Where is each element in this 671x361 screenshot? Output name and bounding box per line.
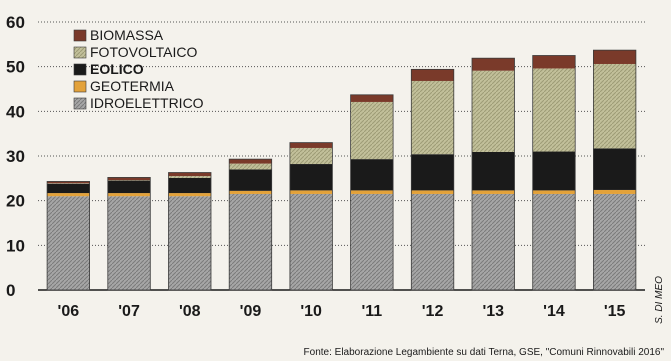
bar-outline bbox=[107, 177, 151, 291]
bar-segment-idroelettrico bbox=[289, 193, 333, 290]
y-tick-label: 50 bbox=[6, 58, 25, 77]
bar-segment-idroelettrico bbox=[229, 193, 272, 290]
legend-label: GEOTERMIA bbox=[90, 78, 175, 94]
bar-segment-eolico bbox=[411, 154, 454, 191]
bar-segment-eolico bbox=[593, 148, 636, 190]
bar-segment-eolico bbox=[289, 164, 333, 191]
bar-segment-biomassa bbox=[472, 58, 515, 71]
bar-segment-biomassa bbox=[168, 172, 211, 177]
bar-segment-fotovoltaico bbox=[168, 176, 211, 178]
bar-segment-geotermia bbox=[472, 190, 515, 194]
bar-segment-eolico bbox=[168, 177, 211, 194]
legend-label: IDROELETTRICO bbox=[90, 95, 204, 111]
bar-segment-eolico bbox=[472, 151, 515, 191]
x-tick-label: '08 bbox=[179, 303, 201, 320]
bar-outline bbox=[593, 49, 637, 291]
bar-segment-geotermia bbox=[289, 190, 333, 194]
bar-segment-idroelettrico bbox=[107, 196, 151, 290]
legend-swatch-fotovoltaico bbox=[73, 46, 87, 59]
legend-swatch-biomassa bbox=[73, 29, 87, 42]
x-tick-label: '12 bbox=[422, 303, 444, 320]
bar-segment-fotovoltaico bbox=[593, 63, 636, 149]
bar-segment-idroelettrico bbox=[47, 196, 90, 290]
bar-segment-fotovoltaico bbox=[350, 101, 394, 160]
bar-segment-biomassa bbox=[411, 69, 454, 81]
bar-segment-fotovoltaico bbox=[229, 163, 272, 170]
bar-outline bbox=[410, 68, 455, 291]
y-tick-label: 20 bbox=[6, 192, 25, 211]
bar-segment-idroelettrico bbox=[472, 193, 515, 290]
x-tick-label: '09 bbox=[240, 303, 262, 320]
bar-segment-fotovoltaico bbox=[532, 68, 576, 152]
bar-outline bbox=[228, 158, 273, 291]
bar-segment-idroelettrico bbox=[411, 193, 454, 290]
x-axis: '06 '07 '08 '09 '10 '11 '12 '13 '14 '15 bbox=[58, 303, 626, 320]
bar-outline bbox=[46, 181, 90, 291]
legend-swatch-eolico bbox=[73, 63, 87, 76]
bar-segment-geotermia bbox=[532, 190, 576, 194]
y-tick-label: 30 bbox=[6, 147, 25, 166]
y-tick-label: 60 bbox=[6, 13, 25, 32]
bar-segment-eolico bbox=[107, 180, 151, 194]
legend-label: EOLICO bbox=[90, 61, 144, 77]
y-tick-label: 40 bbox=[6, 102, 25, 121]
y-tick-label: 10 bbox=[6, 236, 25, 255]
x-tick-label: '11 bbox=[361, 303, 382, 320]
legend-label: FOTOVOLTAICO bbox=[90, 44, 197, 60]
x-tick-label: '13 bbox=[482, 303, 504, 320]
source-note: Fonte: Elaborazione Legambiente su dati … bbox=[304, 347, 665, 358]
bars bbox=[46, 49, 637, 291]
bar-segment-geotermia bbox=[229, 190, 272, 194]
author-credit: S. DI MEO bbox=[654, 276, 665, 324]
x-tick-label: '06 bbox=[58, 303, 80, 320]
bar-segment-geotermia bbox=[350, 190, 394, 194]
legend-swatch-geotermia bbox=[73, 80, 87, 93]
bar-segment-idroelettrico bbox=[532, 193, 576, 290]
bar-outline bbox=[532, 55, 576, 291]
y-tick-label: 0 bbox=[6, 281, 15, 300]
bar-segment-fotovoltaico bbox=[411, 80, 454, 155]
bar-segment-idroelettrico bbox=[593, 193, 636, 290]
x-tick-label: '07 bbox=[118, 303, 140, 320]
bar-segment-geotermia bbox=[107, 193, 151, 197]
bar-segment-idroelettrico bbox=[168, 196, 211, 290]
bar-segment-idroelettrico bbox=[350, 193, 394, 290]
bar-segment-eolico bbox=[229, 169, 272, 191]
x-tick-label: '14 bbox=[543, 303, 565, 320]
bar-segment-eolico bbox=[350, 159, 394, 191]
legend-label: BIOMASSA bbox=[90, 27, 164, 43]
bar-segment-geotermia bbox=[411, 190, 454, 194]
bar-segment-biomassa bbox=[47, 181, 90, 184]
legend: BIOMASSAFOTOVOLTAICOEOLICOGEOTERMIAIDROE… bbox=[73, 27, 204, 111]
bar-segment-biomassa bbox=[532, 55, 576, 69]
bar-segment-geotermia bbox=[593, 189, 636, 194]
bar-outline bbox=[350, 94, 394, 291]
bar-outline bbox=[289, 142, 333, 291]
bar-segment-biomassa bbox=[107, 177, 151, 181]
y-axis: 0 10 20 30 40 50 60 bbox=[6, 13, 25, 300]
bar-segment-eolico bbox=[532, 151, 576, 191]
bar-segment-biomassa bbox=[289, 142, 333, 148]
x-tick-label: '10 bbox=[300, 303, 322, 320]
bar-segment-biomassa bbox=[593, 50, 636, 64]
bar-outline bbox=[168, 172, 212, 291]
bar-segment-eolico bbox=[47, 183, 90, 194]
bar-segment-fotovoltaico bbox=[289, 147, 333, 165]
bar-segment-geotermia bbox=[168, 193, 211, 197]
x-tick-label: '15 bbox=[604, 303, 626, 320]
bar-segment-geotermia bbox=[47, 193, 90, 197]
bar-outline bbox=[471, 57, 515, 291]
bar-segment-biomassa bbox=[350, 94, 394, 102]
legend-swatch-idroelettrico bbox=[73, 97, 87, 110]
bar-segment-biomassa bbox=[229, 159, 272, 164]
bar-segment-fotovoltaico bbox=[472, 70, 515, 152]
